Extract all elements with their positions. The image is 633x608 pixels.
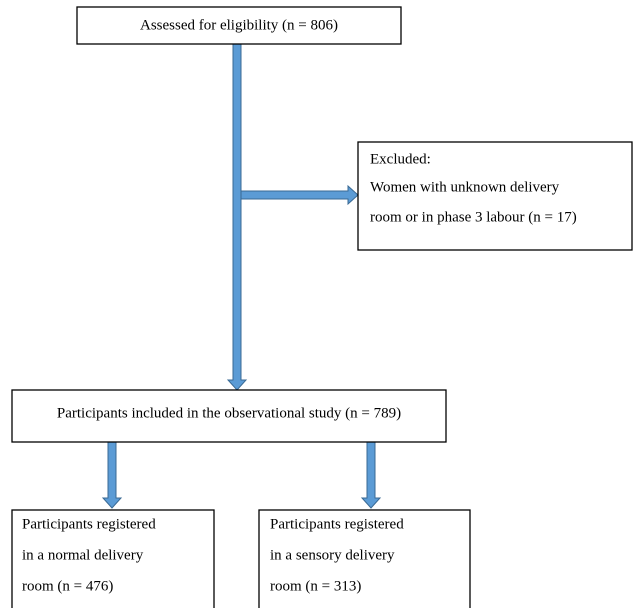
node-line: room (n = 476) <box>22 578 113 594</box>
node-line: Women with unknown delivery <box>370 179 560 195</box>
box <box>357 141 633 251</box>
arrow <box>240 184 359 206</box>
arrow <box>360 441 382 509</box>
node-line: Excluded: <box>370 151 431 167</box>
node-line: room or in phase 3 labour (n = 17) <box>370 209 577 225</box>
node-line: Participants registered <box>22 516 156 532</box>
node-line: room (n = 313) <box>270 578 361 594</box>
box <box>11 509 215 608</box>
arrow <box>101 441 123 509</box>
node-line: in a sensory delivery <box>270 547 395 563</box>
box <box>11 389 447 443</box>
node-label: Participants included in the observation… <box>57 405 401 421</box>
node-label: Assessed for eligibility (n = 806) <box>140 17 338 33</box>
node-line: Participants registered <box>270 516 404 532</box>
node-line: in a normal delivery <box>22 547 144 563</box>
box <box>76 6 402 45</box>
arrow <box>226 43 248 391</box>
box <box>258 509 471 608</box>
